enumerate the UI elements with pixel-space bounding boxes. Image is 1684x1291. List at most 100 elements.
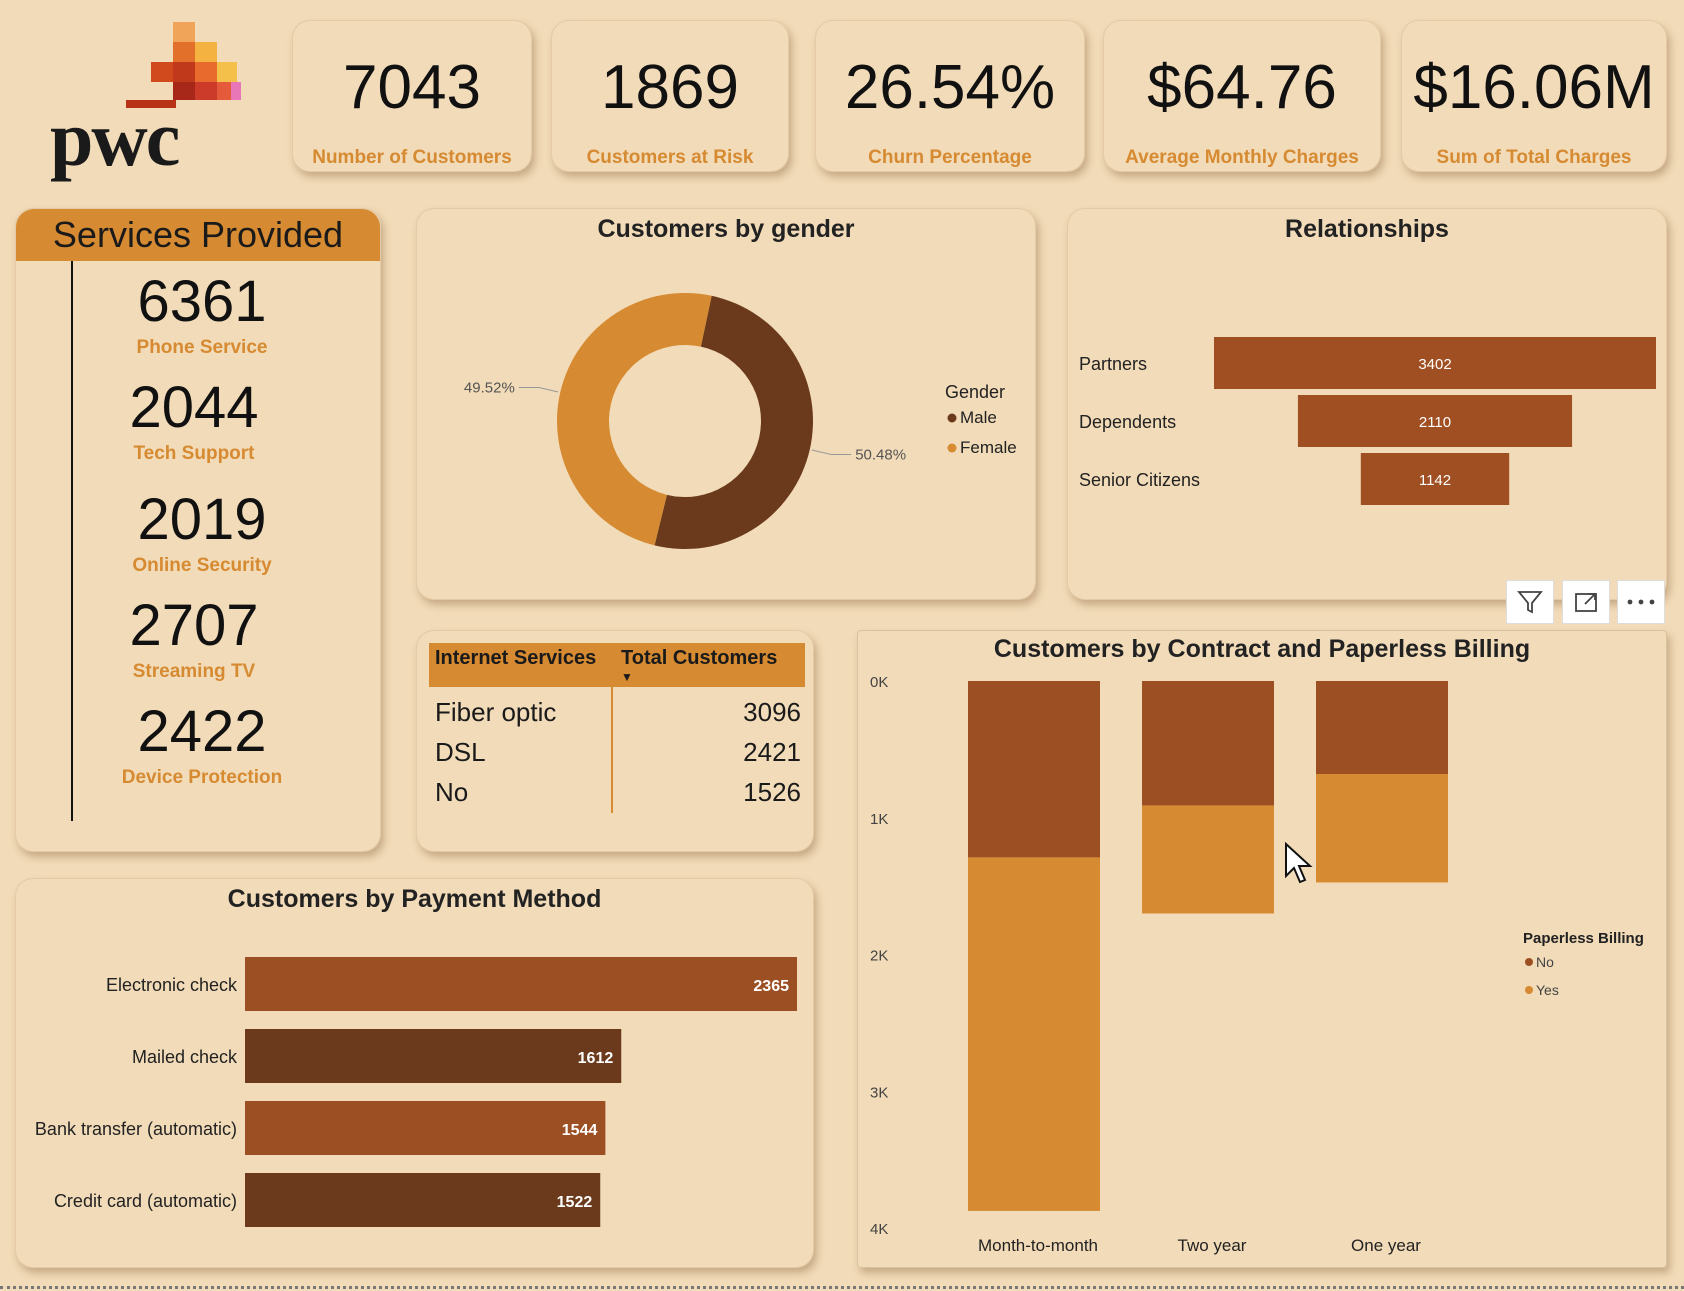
legend-label-male: Male [960,408,997,427]
service-value: 2044 [129,375,259,440]
kpi-number-of-customers[interactable]: 7043 Number of Customers [292,20,532,172]
relationships-chart-title: Relationships [1285,215,1449,243]
kpi-customers-at-risk[interactable]: 1869 Customers at Risk [551,20,789,172]
kpi-value: $64.76 [1147,53,1337,122]
relationships-chart-card[interactable]: Relationships Partners 3402 Dependents 2110… [1067,208,1667,600]
contract-legend-title: Paperless Billing [1523,930,1644,947]
donut-data-label: 50.48% [855,446,906,463]
payment-category-label: Mailed check [132,1047,238,1067]
sort-desc-icon[interactable]: ▼ [621,670,633,684]
table-cell-total: 2421 [743,737,801,767]
kpi-label: Churn Percentage [868,147,1032,168]
logo-text: pwc [50,95,180,182]
kpi-churn-percentage[interactable]: 26.54% Churn Percentage [815,20,1085,172]
x-category-label: Two year [1178,1236,1247,1255]
service-online-security: 2019 Online Security [76,491,328,577]
payment-bar-2 [245,1101,606,1155]
stacked-bar-yes-1 [1142,805,1274,914]
service-tech-support: 2044 Tech Support [68,379,320,465]
kpi-value: 26.54% [844,53,1056,122]
filter-icon[interactable] [1506,580,1554,624]
kpi-label: Number of Customers [312,147,512,168]
service-value: 2019 [137,487,267,552]
more-options-icon[interactable] [1617,580,1665,624]
legend-marker-yes [1525,986,1533,994]
x-category-label: Month-to-month [978,1236,1098,1255]
service-label: Tech Support [133,443,255,464]
funnel-bar-2 [1360,453,1510,505]
services-provided-card[interactable]: Services Provided 6361 Phone Service 204… [15,208,381,852]
payment-bar-0 [245,957,797,1011]
pwc-logo: pwc [48,22,258,178]
donut-leader-line [811,449,852,455]
donut-slice-male [654,295,814,549]
stacked-bar-yes-2 [1316,773,1448,883]
gender-chart-card[interactable]: Customers by gender 50.48% 49.52% Gender Ma… [416,208,1036,600]
legend-marker-female [947,443,957,453]
table-cell-total: 3096 [743,697,801,727]
payment-data-label: 1522 [557,1194,593,1211]
x-category-label: One year [1351,1236,1421,1255]
kpi-average-monthly-charges[interactable]: $64.76 Average Monthly Charges [1103,20,1381,172]
payment-category-label: Electronic check [106,975,238,995]
legend-label-yes: Yes [1536,982,1559,998]
payment-method-bar-chart: Electronic check 2365 Mailed check 1612 Bank… [35,957,797,1227]
payment-category-label: Credit card (automatic) [54,1191,237,1211]
payment-data-label: 2365 [753,978,789,995]
gender-donut-chart: 50.48% 49.52% Gender Male Female [464,293,1017,549]
table-header: Internet Services Total Customers ▼ [429,643,805,687]
funnel-bar-1 [1297,395,1573,447]
service-label: Online Security [132,555,272,576]
payment-data-label: 1544 [562,1122,598,1139]
legend-label-female: Female [960,438,1017,457]
table-header-total-customers[interactable]: Total Customers [621,647,778,669]
y-tick-label: 0K [870,674,888,691]
stacked-bar-yes-0 [968,857,1100,1211]
kpi-value: $16.06M [1413,53,1655,122]
stacked-bar-no-0 [968,681,1100,858]
table-row[interactable]: Fiber optic 3096 [429,693,805,733]
relationships-funnel-chart: Partners 3402 Dependents 2110 Senior Citizen… [1079,337,1656,505]
funnel-data-label: 1142 [1419,472,1451,489]
table-cell-total: 1526 [743,777,801,807]
service-phone: 6361 Phone Service [76,273,328,359]
payment-bar-3 [245,1173,601,1227]
focus-mode-icon[interactable] [1562,580,1610,624]
internet-services-table-card[interactable]: Internet Services Total Customers ▼ Fibe… [416,630,814,852]
service-value: 2422 [137,699,267,764]
service-device-protection: 2422 Device Protection [76,703,328,789]
table-cell-service: Fiber optic [435,697,557,727]
table-header-internet-services[interactable]: Internet Services [435,647,597,669]
kpi-label: Sum of Total Charges [1436,147,1632,168]
legend-marker-no [1525,958,1533,966]
table-row[interactable]: No 1526 [429,773,805,813]
table-column-divider [611,687,613,813]
donut-slice-female [557,293,712,546]
logo-mark-icon [126,22,241,108]
gender-legend-title: Gender [945,382,1005,402]
service-value: 6361 [137,269,267,334]
services-divider [71,261,73,821]
donut-leader-line [518,387,559,393]
contract-stacked-bar-chart: 0K 1K 2K 3K 4K Month-to-month Two year One year… [870,674,1644,1255]
kpi-value: 7043 [343,53,481,122]
services-title: Services Provided [16,209,380,261]
table-row[interactable]: DSL 2421 [429,733,805,773]
kpi-label: Customers at Risk [586,147,754,168]
y-tick-label: 4K [870,1221,888,1238]
funnel-bar-0 [1214,337,1656,389]
service-value: 2707 [129,593,259,658]
kpi-value: 1869 [601,53,739,122]
funnel-category-label: Partners [1079,354,1147,374]
funnel-data-label: 3402 [1418,356,1451,373]
contract-chart-title: Customers by Contract and Paperless Bill… [993,635,1531,663]
page-bottom-border [0,1286,1684,1289]
payment-chart-title: Customers by Payment Method [227,885,602,913]
payment-method-chart-card[interactable]: Customers by Payment Method Electronic c… [15,878,814,1268]
y-tick-label: 2K [870,948,888,965]
stacked-bar-no-1 [1142,681,1274,806]
kpi-sum-of-total-charges[interactable]: $16.06M Sum of Total Charges [1401,20,1667,172]
mouse-cursor-icon [1285,842,1313,884]
contract-chart-card[interactable]: Customers by Contract and Paperless Bill… [857,630,1667,1268]
funnel-category-label: Senior Citizens [1079,470,1200,490]
